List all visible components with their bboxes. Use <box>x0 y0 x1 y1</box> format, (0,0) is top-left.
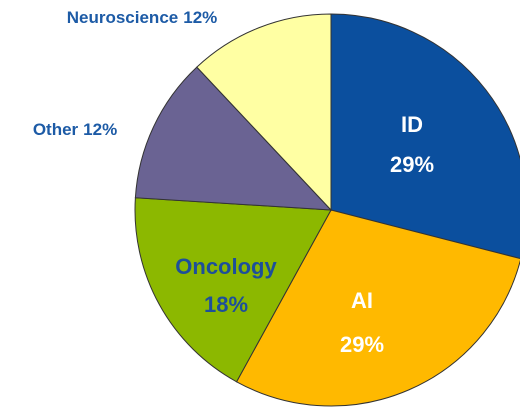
pie-slice <box>330 13 520 260</box>
slice-name: Neuroscience <box>67 8 179 27</box>
slice-label: AI <box>351 288 373 313</box>
pie-slice <box>134 66 333 211</box>
slice-value-label: 12% <box>183 8 217 27</box>
slice-label: ID <box>401 112 423 137</box>
slice-name: Other <box>33 120 79 139</box>
pie-slice <box>235 209 520 407</box>
slice-label: Other 12% <box>33 120 117 139</box>
pie-slice <box>196 13 332 212</box>
slice-value-label: 12% <box>83 120 117 139</box>
slice-label: Oncology <box>175 254 277 279</box>
pie-slice <box>134 197 332 383</box>
slice-value-label: 29% <box>340 332 384 357</box>
slice-label: Neuroscience 12% <box>67 8 218 27</box>
slice-value-label: 29% <box>390 152 434 177</box>
slice-value-label: 18% <box>204 292 248 317</box>
